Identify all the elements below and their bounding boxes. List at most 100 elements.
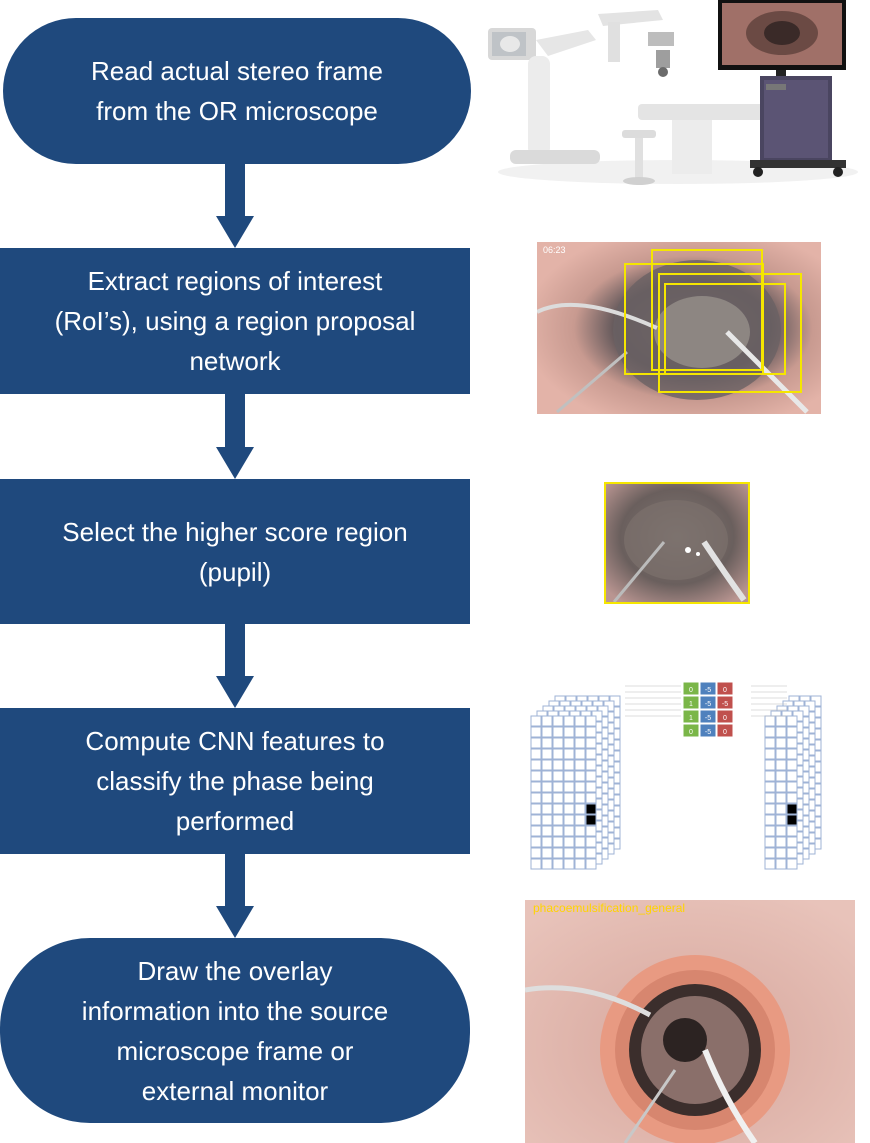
output-feature-map-cell <box>775 770 787 782</box>
input-feature-map-cell <box>541 726 553 738</box>
input-feature-map-cell <box>574 836 586 848</box>
input-feature-map-cell <box>574 715 586 727</box>
kernel-value: -5 <box>705 701 711 708</box>
input-feature-map-cell <box>585 770 597 782</box>
input-feature-map-cell <box>530 858 542 870</box>
input-feature-map-cell <box>585 737 597 749</box>
output-feature-map-cell <box>786 858 798 870</box>
input-feature-map-cell <box>563 781 575 793</box>
input-feature-map-cell <box>530 803 542 815</box>
overlay-frame-image: phacoemulsification_general <box>525 900 855 1143</box>
input-feature-map-cell <box>574 726 586 738</box>
input-feature-map-cell <box>541 759 553 771</box>
input-feature-map-cell <box>541 781 553 793</box>
input-feature-map-cell <box>541 847 553 859</box>
output-feature-map-cell <box>786 737 798 749</box>
input-feature-map-cell <box>530 726 542 738</box>
kernel-value: -5 <box>705 729 711 736</box>
input-feature-map-cell <box>574 858 586 870</box>
input-feature-map-cell <box>530 737 542 749</box>
output-feature-map-cell <box>764 737 776 749</box>
output-feature-map-cell <box>775 836 787 848</box>
output-feature-map-cell <box>764 726 776 738</box>
output-feature-map-cell <box>775 781 787 793</box>
step-compute-cnn-label: Compute CNN features to classify the pha… <box>85 726 385 836</box>
input-feature-map-cell <box>530 748 542 760</box>
input-feature-map-cell <box>574 847 586 859</box>
input-feature-map-cell <box>530 825 542 837</box>
output-feature-map-cell <box>775 759 787 771</box>
output-feature-map-cell <box>764 792 776 804</box>
input-feature-map-cell <box>574 737 586 749</box>
input-feature-map-cell <box>530 781 542 793</box>
kernel-value: 0 <box>689 687 693 694</box>
roi-frame-image: 06:23 <box>537 242 821 414</box>
kernel-value: 0 <box>689 729 693 736</box>
step-read-frame: Read actual stereo frame from the OR mic… <box>3 18 471 164</box>
arrow-down-1 <box>216 164 254 248</box>
kernel-value: -5 <box>705 687 711 694</box>
arrow-down-4 <box>216 854 254 938</box>
input-feature-map-cell <box>552 748 564 760</box>
input-feature-map-cell <box>585 814 597 826</box>
output-feature-map-cell <box>764 781 776 793</box>
output-feature-map-cell <box>764 858 776 870</box>
phase-label: phacoemulsification_general <box>533 901 685 915</box>
output-feature-map-cell <box>786 814 798 826</box>
input-feature-map-cell <box>574 770 586 782</box>
input-feature-map-cell <box>563 770 575 782</box>
input-feature-map-cell <box>552 781 564 793</box>
output-feature-map-cell <box>764 825 776 837</box>
output-feature-map-cell <box>764 715 776 727</box>
input-feature-map-cell <box>541 825 553 837</box>
input-feature-map-cell <box>585 726 597 738</box>
input-feature-map-cell <box>541 803 553 815</box>
pupil-crop-image <box>604 482 750 604</box>
input-feature-map-cell <box>585 858 597 870</box>
input-feature-map-cell <box>563 858 575 870</box>
input-feature-map-cell <box>530 847 542 859</box>
input-feature-map-cell <box>552 836 564 848</box>
input-feature-map-cell <box>563 792 575 804</box>
input-feature-map-cell <box>563 825 575 837</box>
input-feature-map-cell <box>541 814 553 826</box>
input-feature-map-cell <box>585 803 597 815</box>
input-feature-map-cell <box>530 770 542 782</box>
step-read-frame-label: Read actual stereo frame from the OR mic… <box>91 56 383 126</box>
output-feature-map-cell <box>775 825 787 837</box>
input-feature-map-cell <box>574 748 586 760</box>
step-extract-roi: Extract regions of interest (RoI’s), usi… <box>0 248 470 394</box>
input-feature-map-cell <box>552 770 564 782</box>
output-feature-map-cell <box>764 814 776 826</box>
input-feature-map-cell <box>585 715 597 727</box>
input-feature-map-cell <box>563 759 575 771</box>
input-feature-map-cell <box>530 836 542 848</box>
kernel-value: 0 <box>723 687 727 694</box>
input-feature-map-cell <box>552 814 564 826</box>
input-feature-map-cell <box>574 803 586 815</box>
input-feature-map-cell <box>563 748 575 760</box>
roi-timestamp: 06:23 <box>543 245 566 255</box>
output-feature-map-cell <box>764 759 776 771</box>
output-feature-map-cell <box>775 858 787 870</box>
kernel-value: -5 <box>722 701 728 708</box>
input-feature-map-cell <box>530 759 542 771</box>
output-feature-map-cell <box>786 803 798 815</box>
input-feature-map-cell <box>552 759 564 771</box>
step-draw-overlay: Draw the overlay information into the so… <box>0 938 470 1123</box>
output-feature-map-cell <box>775 726 787 738</box>
input-feature-map-cell <box>530 814 542 826</box>
output-feature-map-cell <box>775 737 787 749</box>
output-feature-map-cell <box>786 847 798 859</box>
input-feature-map-cell <box>563 814 575 826</box>
input-feature-map-cell <box>563 803 575 815</box>
input-feature-map-cell <box>574 759 586 771</box>
input-feature-map-cell <box>574 781 586 793</box>
output-feature-map-cell <box>786 726 798 738</box>
output-feature-map-cell <box>786 792 798 804</box>
output-feature-map-cell <box>775 792 787 804</box>
input-feature-map-cell <box>552 737 564 749</box>
output-feature-map-cell <box>786 759 798 771</box>
cnn-diagram-image: 0 -5 0 1 -5 -5 1 -5 0 0 -5 0 <box>525 666 857 872</box>
microscope-icon <box>488 10 674 164</box>
